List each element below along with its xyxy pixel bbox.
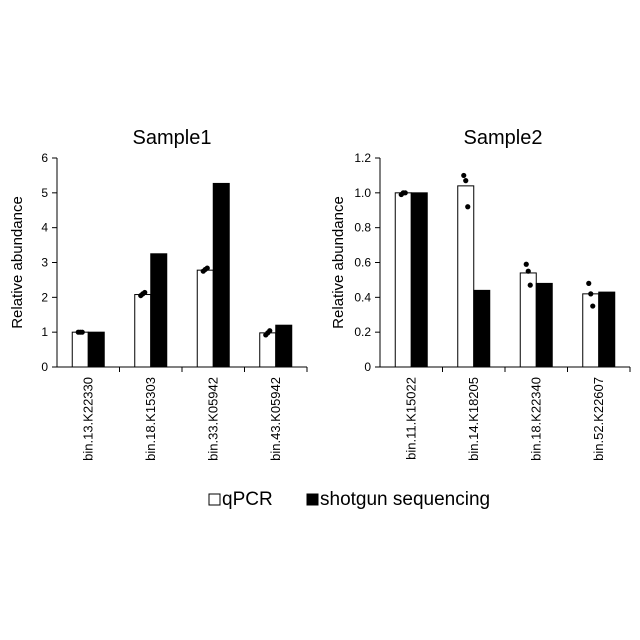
y-tick-label: 0.6: [354, 256, 371, 270]
x-category-label: bin.13.K22330: [80, 377, 95, 461]
legend-swatch: [307, 494, 318, 505]
legend-swatch: [209, 494, 220, 505]
legend: qPCR shotgun sequencing: [209, 489, 490, 510]
replicate-dot: [403, 190, 408, 195]
chart-sample2: Sample2 Relative abundance 0 0.2 0.4 0.6 0.8 1.…: [330, 127, 630, 461]
replicate-dot: [463, 178, 468, 183]
bar-shotgun: [536, 283, 552, 367]
y-tick-label: 5: [41, 186, 48, 200]
legend-label: shotgun sequencing: [320, 489, 490, 510]
bar-shotgun: [213, 183, 229, 367]
y-tick-label: 0: [41, 360, 48, 374]
replicate-dot: [586, 281, 591, 286]
replicate-dot: [465, 204, 470, 209]
bar-qpcr: [395, 193, 411, 367]
y-axis-label: Relative abundance: [9, 196, 26, 329]
x-category-label: bin.18.K15303: [143, 377, 158, 461]
replicate-dot: [205, 265, 210, 270]
bar-qpcr: [72, 332, 88, 367]
bar-shotgun: [151, 254, 167, 367]
y-tick-label: 0: [364, 360, 371, 374]
x-category-label: bin.52.K22607: [591, 377, 606, 461]
bar-qpcr: [135, 295, 151, 367]
replicate-dot: [142, 290, 147, 295]
bar-shotgun: [599, 292, 615, 367]
replicate-dot: [267, 328, 272, 333]
bar-shotgun: [411, 193, 427, 367]
replicate-dot: [528, 283, 533, 288]
x-category-label: bin.11.K15022: [403, 377, 418, 460]
replicate-dot: [526, 269, 531, 274]
x-category-label: bin.43.K05942: [268, 377, 283, 461]
bar-qpcr: [458, 186, 474, 367]
bar-qpcr: [520, 273, 536, 367]
replicate-dot: [524, 262, 529, 267]
bar-shotgun: [276, 325, 292, 367]
y-tick-label: 0.4: [354, 290, 371, 304]
y-tick-label: 1.2: [354, 151, 371, 165]
x-category-label: bin.33.K05942: [205, 377, 220, 461]
chart-title: Sample1: [133, 127, 212, 149]
replicate-dot: [80, 330, 85, 335]
bar-qpcr: [197, 270, 213, 367]
bar-qpcr: [260, 333, 276, 367]
y-tick-label: 0.8: [354, 221, 371, 235]
bar-shotgun: [474, 290, 490, 367]
y-tick-label: 3: [41, 256, 48, 270]
chart-title: Sample2: [464, 127, 543, 149]
y-tick-label: 1: [41, 325, 48, 339]
y-axis-label: Relative abundance: [330, 196, 347, 329]
legend-label: qPCR: [222, 489, 273, 510]
bar-shotgun: [88, 332, 104, 367]
x-category-label: bin.18.K22340: [528, 377, 543, 461]
chart-sample1: Sample1 Relative abundance 0 1 2 3 4 5 6 bin.13.K…: [9, 127, 307, 461]
replicate-dot: [590, 303, 595, 308]
y-tick-label: 4: [41, 221, 48, 235]
y-tick-label: 6: [41, 151, 48, 165]
y-tick-label: 2: [41, 290, 48, 304]
replicate-dot: [588, 291, 593, 296]
replicate-dot: [461, 173, 466, 178]
x-category-label: bin.14.K18205: [466, 377, 481, 461]
y-tick-label: 0.2: [354, 325, 371, 339]
y-tick-label: 1.0: [354, 186, 371, 200]
